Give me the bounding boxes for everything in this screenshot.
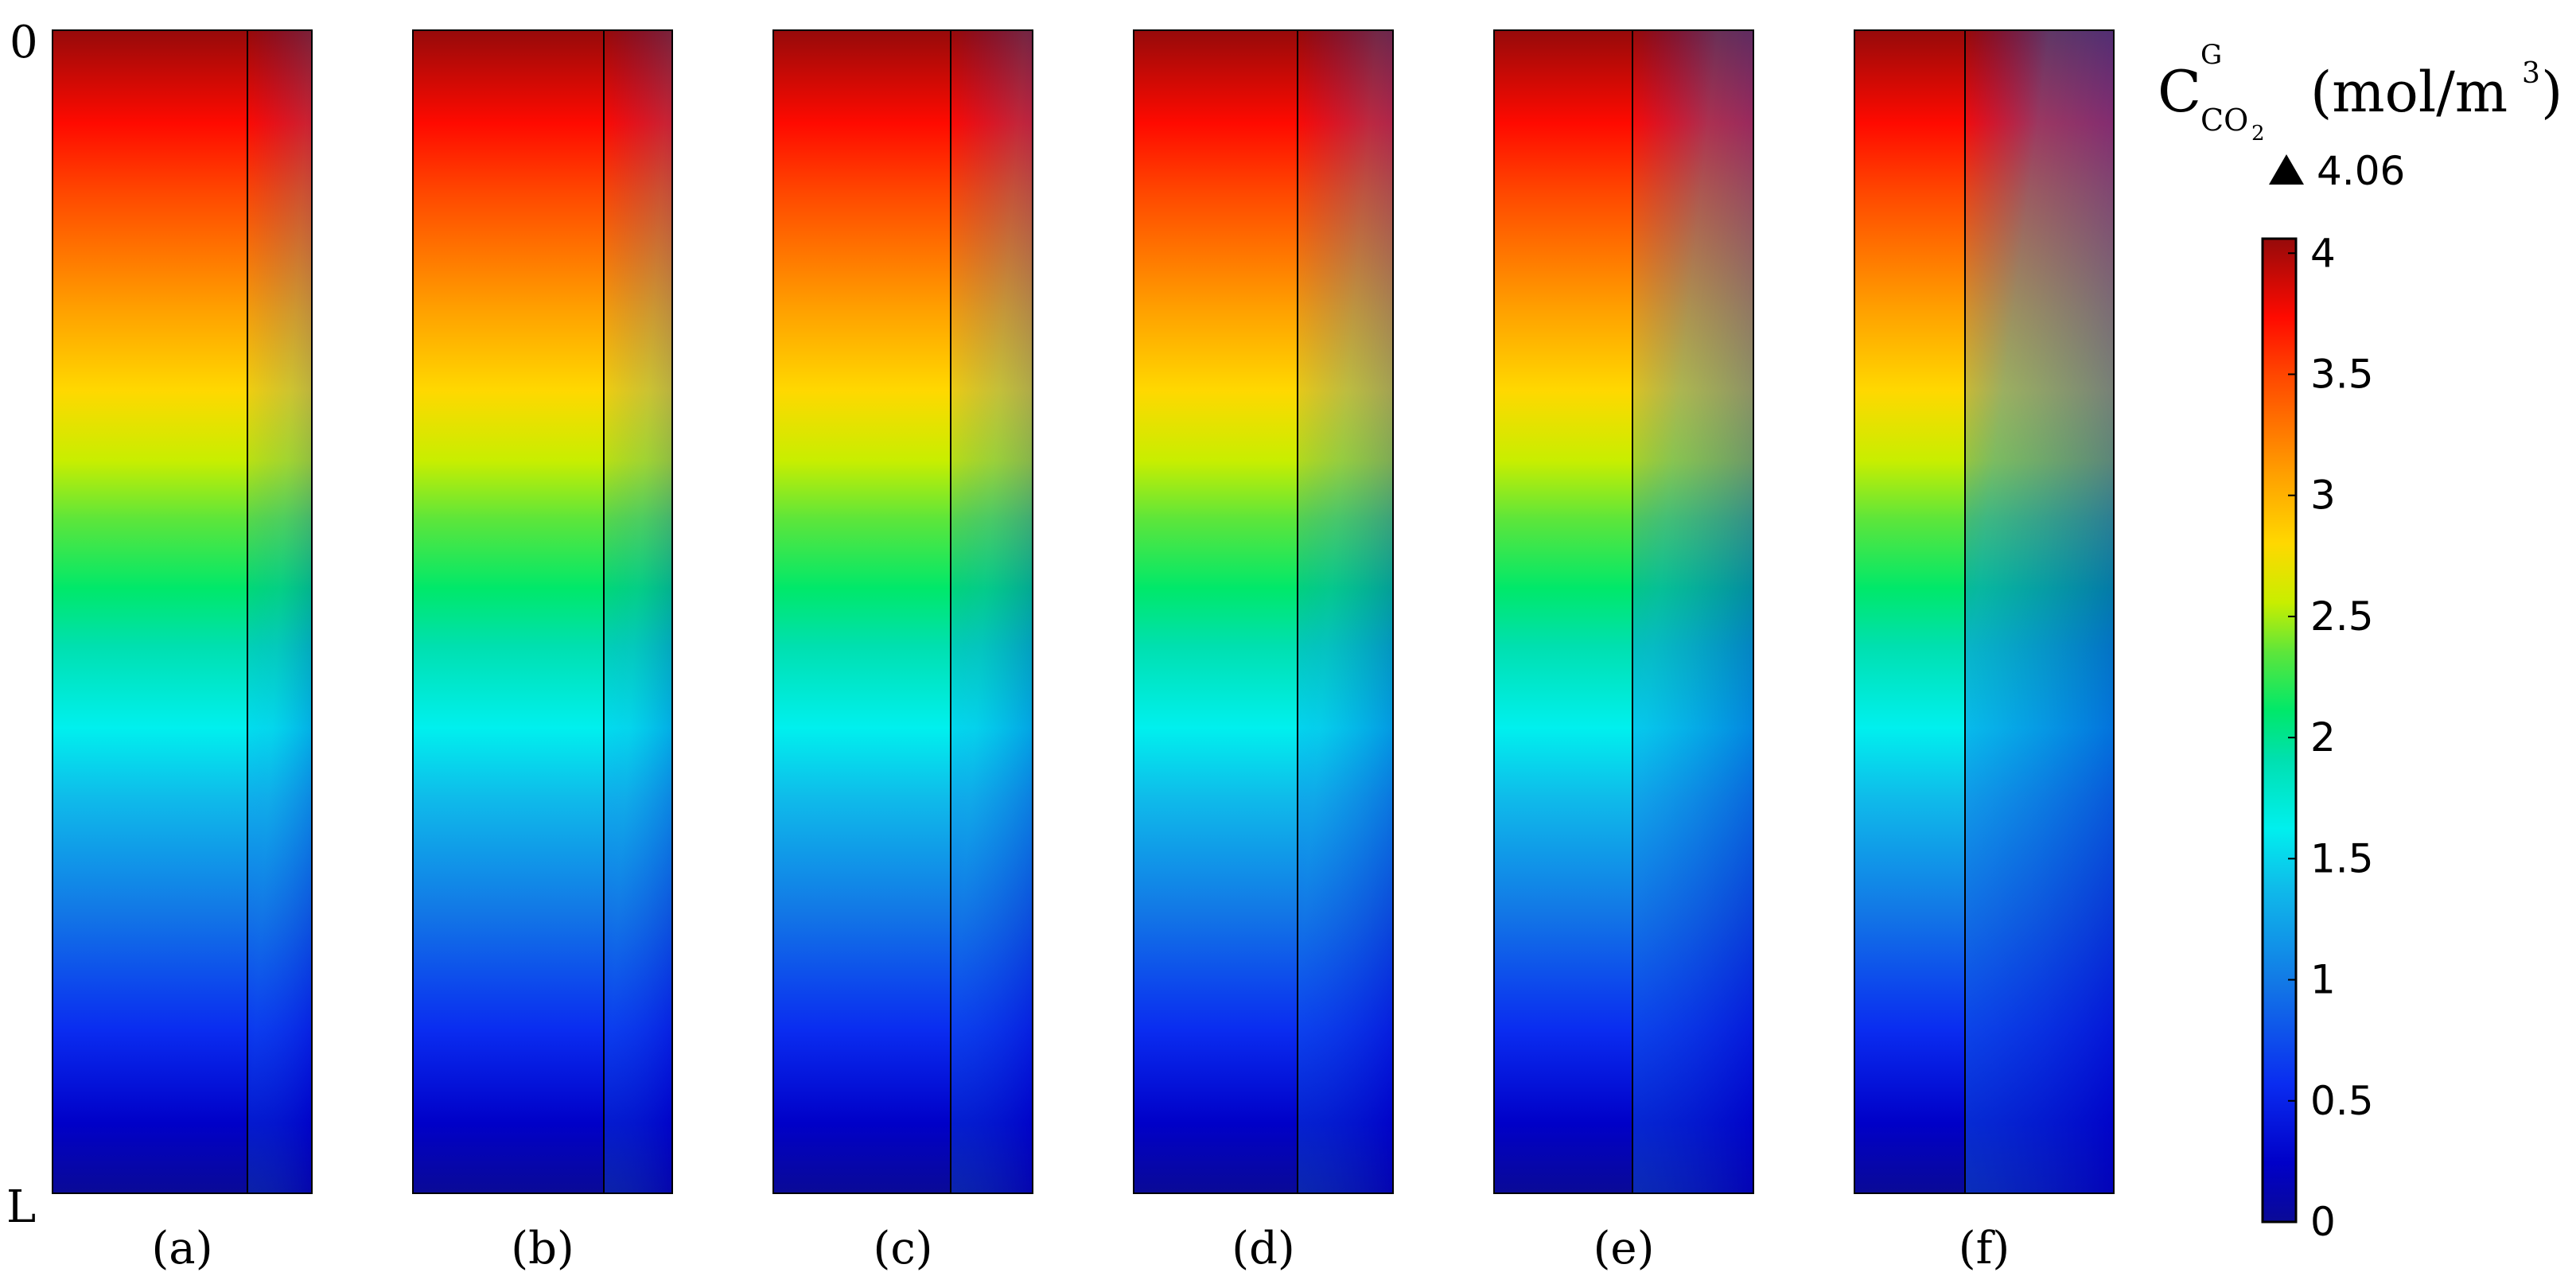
panel-a: (a) [52,29,313,1274]
panel-label: (f) [1959,1223,2010,1274]
panel-depletion-zone [1632,30,1753,1193]
panel-border [1493,29,1754,1194]
unit-exponent: 3 [2522,57,2540,90]
panels-layer: (a) (b) (c) (d) (e) (f) [52,29,2115,1274]
colorbar-tick-label: 3.5 [2310,351,2374,397]
panel-d: (d) [1133,29,1394,1274]
colorbar-tick-label: 1.5 [2310,835,2374,881]
colorbar-tick-label: 2 [2310,714,2336,761]
panel-border [1854,29,2115,1194]
colorbar-tick-label: 2.5 [2310,593,2374,640]
colorbar-tick-label: 4 [2310,230,2336,276]
quantity-superscript: G [2200,39,2222,71]
quantity-subscript-sub: 2 [2251,122,2265,146]
max-marker-value: 4.06 [2317,148,2405,194]
panel-depletion-zone [604,30,672,1193]
panel-label: (a) [151,1223,212,1274]
max-marker-icon [2269,154,2304,185]
quantity-symbol: C [2158,58,2201,125]
colorbar-title: C G CO 2 (mol/m 3 ) [2158,39,2562,146]
panel-border [772,29,1033,1194]
panel-label: (c) [873,1223,932,1274]
panel-depletion-zone [951,30,1033,1193]
panel-border [412,29,673,1194]
colorbar-tick-label: 3 [2310,473,2336,519]
colorbar-gradient [2261,237,2298,1224]
axis-top-label: 0 [10,17,38,68]
colorbar-tick-label: 0 [2310,1199,2336,1245]
panel-depletion-zone [247,30,312,1193]
panel-depletion-zone [1965,30,2114,1193]
unit-suffix: ) [2541,60,2562,125]
colorbar-tick-label: 1 [2310,957,2336,1003]
panel-f: (f) [1854,29,2115,1274]
colorbar: 4 3.5 3 2.5 2 1.5 1 0.5 0 [2261,230,2374,1245]
unit-prefix: (mol/m [2310,60,2508,125]
panel-border [52,29,313,1194]
colorbar-tick-label: 0.5 [2310,1078,2374,1124]
panel-label: (b) [511,1223,574,1274]
panel-label: (e) [1593,1223,1655,1274]
colorbar-ticks: 4 3.5 3 2.5 2 1.5 1 0.5 0 [2288,230,2374,1245]
panel-label: (d) [1232,1223,1295,1274]
axis-bottom-label: L [6,1181,36,1233]
panel-c: (c) [772,29,1033,1274]
panel-e: (e) [1493,29,1754,1274]
panel-border [1133,29,1394,1194]
panel-b: (b) [412,29,673,1274]
quantity-subscript: CO [2200,103,2248,138]
panel-depletion-zone [1298,30,1393,1193]
